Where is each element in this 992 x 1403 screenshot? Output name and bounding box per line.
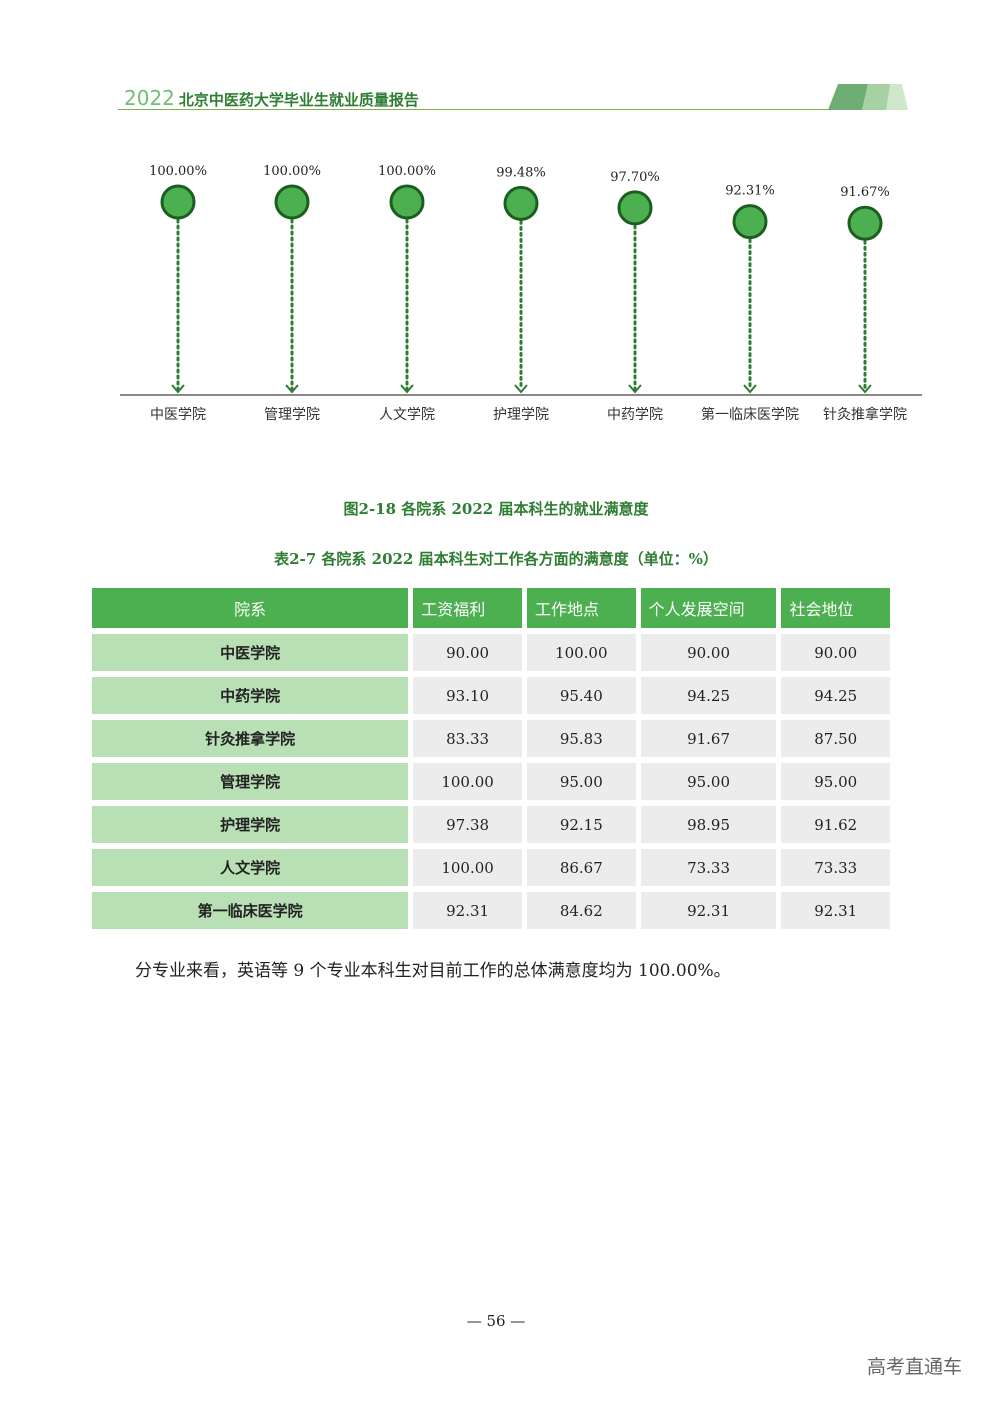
data-label: 99.48% [496,165,546,180]
cell-value: 95.40 [526,677,636,714]
data-point [160,184,196,220]
table-row: 人文学院 100.00 86.67 73.33 73.33 [92,849,890,886]
category-label: 中药学院 [607,407,663,423]
cell-value: 91.67 [640,720,777,757]
header-rule [118,109,908,110]
cell-value: 100.00 [526,634,636,671]
body-paragraph: 分专业来看，英语等 9 个专业本科生对目前工作的总体满意度均为 100.00%。 [135,961,731,981]
cell-value: 94.25 [640,677,777,714]
header-title: 2022 北京中医药大学毕业生就业质量报告 [124,86,419,110]
cell-value: 94.25 [781,677,890,714]
cell-value: 93.10 [413,677,522,714]
cell-value: 84.62 [526,892,636,929]
category-label: 人文学院 [379,407,435,423]
category-label: 中医学院 [150,407,206,423]
category-label: 护理学院 [493,407,549,423]
cell-value: 97.38 [413,806,522,843]
cell-value: 90.00 [640,634,777,671]
stem-arrow [858,384,872,394]
cell-department: 护理学院 [92,806,409,843]
cell-department: 第一临床医学院 [92,892,409,929]
col-header-salary: 工资福利 [413,588,522,628]
data-label: 91.67% [840,185,890,200]
data-point [617,190,653,226]
cell-value: 92.31 [413,892,522,929]
cell-value: 92.15 [526,806,636,843]
cell-value: 92.31 [781,892,890,929]
cell-value: 87.50 [781,720,890,757]
header-decoration [828,84,908,110]
table-row: 中药学院 93.10 95.40 94.25 94.25 [92,677,890,714]
cell-value: 90.00 [781,634,890,671]
table-row: 护理学院 97.38 92.15 98.95 91.62 [92,806,890,843]
header-title-text: 北京中医药大学毕业生就业质量报告 [178,91,419,109]
chart-svg: 100.00% 中医学院 100.00% 管理学院 100.00% 人文学院 99.48% 护… [120,164,922,423]
stem-arrow [171,384,185,394]
data-point [503,185,539,221]
stem-arrow [514,384,528,394]
data-label: 100.00% [378,164,436,179]
data-label: 100.00% [263,164,321,179]
cell-value: 83.33 [413,720,522,757]
page-number: — 56 — [466,1312,526,1330]
table-row: 针灸推拿学院 83.33 95.83 91.67 87.50 [92,720,890,757]
header-year: 2022 [124,86,175,110]
table-header-row: 院系 工资福利 工作地点 个人发展空间 社会地位 [92,588,890,628]
stem-arrow [285,384,299,394]
table-row: 管理学院 100.00 95.00 95.00 95.00 [92,763,890,800]
satisfaction-table: 院系 工资福利 工作地点 个人发展空间 社会地位 中医学院 90.00 100.00… [87,582,895,935]
cell-department: 管理学院 [92,763,409,800]
data-label: 92.31% [725,184,775,199]
data-label: 97.70% [610,170,660,185]
cell-value: 95.00 [526,763,636,800]
cell-value: 73.33 [781,849,890,886]
stem-arrow [628,384,642,394]
cell-value: 95.00 [640,763,777,800]
cell-value: 100.00 [413,849,522,886]
cell-value: 98.95 [640,806,777,843]
category-label: 第一临床医学院 [701,406,799,423]
cell-value: 100.00 [413,763,522,800]
cell-value: 73.33 [640,849,777,886]
cell-department: 针灸推拿学院 [92,720,409,757]
table-caption: 表2-7 各院系 2022 届本科生对工作各方面的满意度（单位：%） [274,550,718,568]
col-header-location: 工作地点 [526,588,636,628]
watermark: 高考直通车 [866,1356,962,1378]
cell-value: 95.83 [526,720,636,757]
data-point [389,184,425,220]
figure-caption: 图2-18 各院系 2022 届本科生的就业满意度 [343,500,649,518]
col-header-development: 个人发展空间 [640,588,777,628]
category-label: 针灸推拿学院 [823,406,907,423]
page-header: 2022 北京中医药大学毕业生就业质量报告 [118,82,908,112]
stem-arrow [400,384,414,394]
table-row: 第一临床医学院 92.31 84.62 92.31 92.31 [92,892,890,929]
data-point [847,205,883,241]
cell-value: 95.00 [781,763,890,800]
data-label: 100.00% [149,164,207,179]
cell-department: 中药学院 [92,677,409,714]
data-point [274,184,310,220]
cell-department: 中医学院 [92,634,409,671]
cell-value: 91.62 [781,806,890,843]
col-header-department: 院系 [92,588,409,628]
table-row: 中医学院 90.00 100.00 90.00 90.00 [92,634,890,671]
stem-arrow [743,384,757,394]
cell-value: 90.00 [413,634,522,671]
cell-value: 86.67 [526,849,636,886]
category-label: 管理学院 [264,407,320,423]
satisfaction-chart: 100.00% 中医学院 100.00% 管理学院 100.00% 人文学院 99.48% 护… [0,140,992,440]
cell-value: 92.31 [640,892,777,929]
data-point [732,204,768,240]
cell-department: 人文学院 [92,849,409,886]
col-header-status: 社会地位 [781,588,890,628]
